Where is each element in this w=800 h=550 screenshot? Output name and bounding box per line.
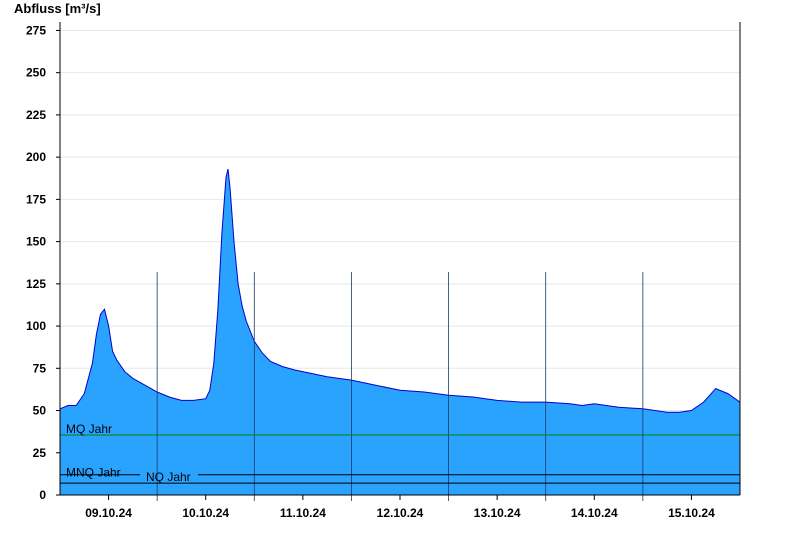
mq-jahr-label: MQ Jahr <box>66 422 112 436</box>
y-tick-label: 100 <box>26 319 46 333</box>
x-tick-label: 12.10.24 <box>377 506 424 520</box>
reference-lines: MQ Jahr MNQ Jahr NQ Jahr <box>60 422 740 484</box>
y-tick-label: 0 <box>39 488 46 502</box>
y-tick-label: 200 <box>26 150 46 164</box>
y-axis-ticks: 0 25 50 75 100 125 150 175 200 225 250 275 <box>26 23 60 502</box>
y-tick-label: 275 <box>26 23 46 37</box>
y-tick-label: 50 <box>33 404 47 418</box>
mnq-jahr-label: MNQ Jahr <box>66 466 121 480</box>
y-axis-label: Abfluss [m³/s] <box>14 1 101 16</box>
x-tick-label: 13.10.24 <box>474 506 521 520</box>
x-tick-label: 15.10.24 <box>668 506 715 520</box>
discharge-area-fill <box>60 169 740 495</box>
nq-jahr-label: NQ Jahr <box>146 470 191 484</box>
y-tick-label: 75 <box>33 361 47 375</box>
horizontal-gridlines <box>60 29 740 454</box>
y-tick-label: 225 <box>26 108 46 122</box>
y-tick-label: 175 <box>26 192 46 206</box>
y-tick-label: 25 <box>33 446 47 460</box>
x-tick-label: 14.10.24 <box>571 506 618 520</box>
y-tick-label: 125 <box>26 277 46 291</box>
x-tick-label: 09.10.24 <box>85 506 132 520</box>
x-axis-ticks: 09.10.24 10.10.24 11.10.24 12.10.24 13.10.24… <box>85 495 715 520</box>
day-separator-lines <box>156 272 644 501</box>
x-tick-label: 11.10.24 <box>280 506 326 520</box>
discharge-area-layer <box>59 168 741 495</box>
y-tick-label: 150 <box>26 235 46 249</box>
discharge-line <box>59 168 741 413</box>
x-tick-label: 10.10.24 <box>182 506 229 520</box>
y-tick-label: 250 <box>26 66 46 80</box>
